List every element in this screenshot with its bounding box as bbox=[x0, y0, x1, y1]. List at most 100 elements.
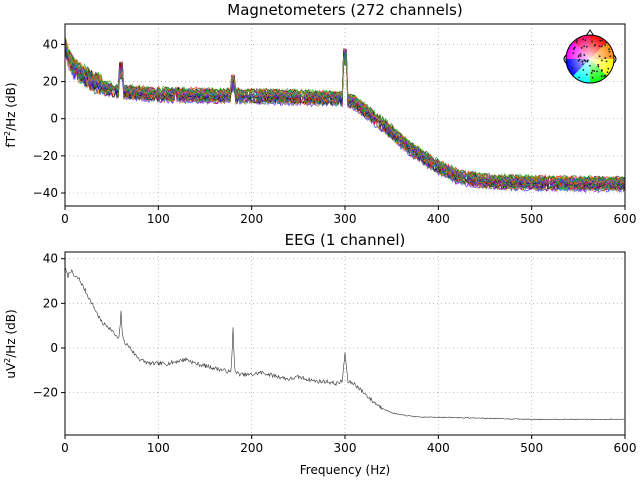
sensor-dot bbox=[571, 66, 574, 69]
magnetometer-channel-lines bbox=[65, 35, 625, 194]
sensor-dot bbox=[605, 41, 607, 44]
sensor-dot bbox=[605, 60, 608, 63]
sensor-dot bbox=[598, 55, 601, 58]
eeg-axes-frame bbox=[64, 251, 626, 436]
sensor-topomap bbox=[563, 29, 617, 84]
eeg-x-axis-label: Frequency (Hz) bbox=[300, 463, 391, 477]
y-tick-label: −20 bbox=[33, 386, 58, 400]
sensor-dot bbox=[573, 47, 576, 50]
channel-line bbox=[65, 47, 625, 194]
channel-line bbox=[65, 47, 625, 192]
sensor-dot bbox=[600, 39, 603, 42]
magnetometer-y-unit-rest: /Hz (dB) bbox=[4, 82, 18, 130]
sensor-dot bbox=[597, 63, 600, 66]
sensor-dot bbox=[585, 45, 588, 48]
channel-line bbox=[65, 49, 625, 189]
sensor-dot bbox=[579, 53, 582, 55]
sensor-dot bbox=[583, 45, 585, 48]
sensor-dot bbox=[582, 38, 585, 41]
magnetometer-y-axis-label: fT2/Hz (dB) bbox=[3, 82, 18, 147]
sensor-dot bbox=[589, 64, 591, 67]
channel-line bbox=[65, 46, 625, 186]
sensor-dot bbox=[583, 54, 586, 56]
sensor-dot bbox=[600, 75, 603, 78]
channel-line bbox=[65, 48, 625, 190]
channel-line bbox=[65, 41, 625, 185]
sensor-dot bbox=[581, 60, 584, 63]
sensor-dot bbox=[606, 71, 609, 74]
sensor-dot bbox=[608, 50, 611, 53]
eeg-y-unit-rest: /Hz (dB) bbox=[4, 309, 18, 357]
sensor-dot bbox=[608, 48, 611, 51]
x-tick-label: 500 bbox=[520, 441, 543, 455]
eeg-y-unit-exponent: 2 bbox=[3, 358, 12, 363]
sensor-dot bbox=[604, 57, 607, 59]
sensor-dot bbox=[594, 44, 597, 46]
sensor-dot bbox=[575, 41, 578, 44]
x-tick-label: 400 bbox=[427, 212, 450, 226]
sensor-dot bbox=[577, 59, 580, 62]
eeg-y-axis-label: uV2/Hz (dB) bbox=[3, 309, 18, 378]
eeg-plot: EEG (1 channel) 0 100 200 300 400 500 600 −20 0 2… bbox=[3, 231, 636, 477]
sensor-dot bbox=[599, 39, 601, 42]
y-tick-label: 20 bbox=[43, 296, 58, 310]
x-tick-label: 200 bbox=[240, 212, 263, 226]
sensor-dot bbox=[578, 58, 581, 61]
eeg-plot-title: EEG (1 channel) bbox=[285, 231, 406, 249]
x-tick-label: 0 bbox=[61, 441, 69, 455]
eeg-grid bbox=[64, 252, 626, 435]
x-tick-label: 400 bbox=[427, 441, 450, 455]
x-tick-label: 0 bbox=[61, 212, 69, 226]
eeg-lines bbox=[65, 267, 625, 421]
sensor-dot bbox=[597, 65, 600, 68]
eeg-ticks: 0 100 200 300 400 500 600 −20 0 20 40 bbox=[33, 252, 637, 455]
sensor-dot bbox=[593, 70, 596, 73]
sensor-dot bbox=[590, 72, 593, 74]
y-tick-label: 0 bbox=[50, 112, 58, 126]
x-tick-label: 100 bbox=[147, 441, 170, 455]
sensor-dot bbox=[575, 39, 578, 42]
head-outline bbox=[565, 34, 615, 84]
magnetometer-plot: Magnetometers (272 channels) 0 100 200 300 4… bbox=[3, 1, 636, 226]
magnetometer-plot-title: Magnetometers (272 channels) bbox=[227, 1, 462, 19]
sensor-dot bbox=[579, 55, 582, 57]
nose bbox=[585, 29, 595, 37]
magnetometer-y-unit-exponent: 2 bbox=[3, 131, 12, 136]
channel-line bbox=[65, 38, 625, 185]
y-tick-label: −40 bbox=[33, 186, 58, 200]
eeg-y-unit: uV bbox=[4, 362, 18, 379]
sensor-dot bbox=[609, 55, 612, 58]
y-tick-label: 40 bbox=[43, 252, 58, 266]
magnetometer-y-unit: fT bbox=[4, 135, 18, 147]
channel-line bbox=[65, 45, 625, 191]
sensor-dot bbox=[585, 73, 588, 76]
magnetometer-ticks: 0 100 200 300 400 500 600 −40 −20 0 20 40 bbox=[33, 37, 637, 226]
right-ear bbox=[613, 54, 617, 64]
y-tick-label: −20 bbox=[33, 149, 58, 163]
eeg-line bbox=[65, 267, 625, 421]
sensor-dot bbox=[591, 76, 594, 79]
left-ear bbox=[563, 54, 567, 64]
x-tick-label: 300 bbox=[334, 212, 357, 226]
sensor-dot bbox=[578, 76, 581, 79]
sensor-dot bbox=[587, 59, 589, 62]
sensor-dot bbox=[596, 70, 598, 73]
sensor-dot bbox=[600, 70, 603, 72]
sensor-dot bbox=[601, 59, 603, 62]
x-tick-label: 600 bbox=[614, 441, 637, 455]
x-tick-label: 500 bbox=[520, 212, 543, 226]
sensor-dot bbox=[578, 54, 580, 57]
sensor-dot bbox=[580, 47, 583, 49]
sensor-dot bbox=[581, 63, 584, 66]
x-tick-label: 200 bbox=[240, 441, 263, 455]
sensor-dot bbox=[603, 75, 606, 78]
sensor-dot bbox=[607, 67, 610, 70]
x-tick-label: 300 bbox=[334, 441, 357, 455]
x-tick-label: 600 bbox=[614, 212, 637, 226]
y-tick-label: 20 bbox=[43, 75, 58, 89]
sensor-dot bbox=[584, 60, 587, 62]
sensor-dot bbox=[591, 40, 593, 43]
sensor-dot bbox=[601, 45, 603, 48]
x-tick-label: 100 bbox=[147, 212, 170, 226]
